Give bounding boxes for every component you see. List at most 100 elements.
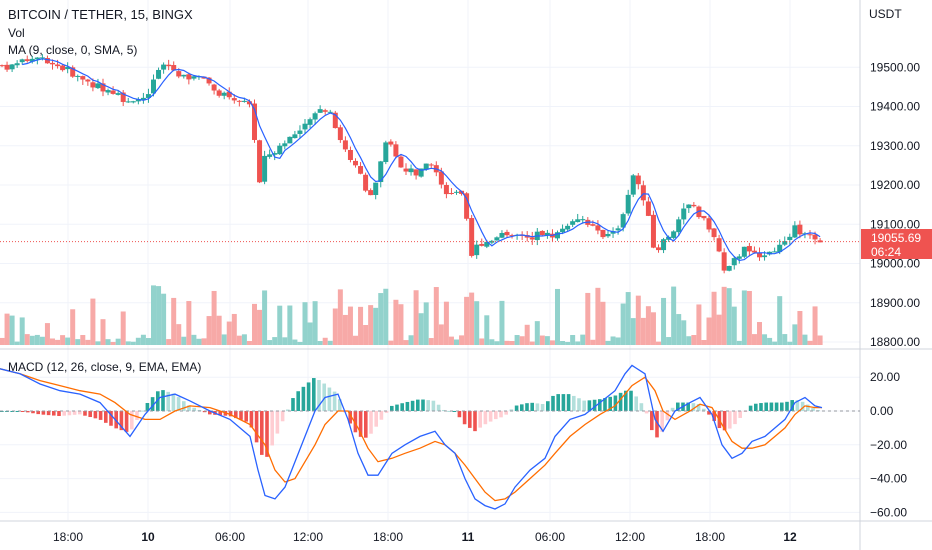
macd-histogram-bar [748,405,753,411]
volume-bar [353,335,358,345]
candle-body [792,225,798,238]
volume-bar [267,340,273,345]
volume-bar [252,303,257,345]
candle-body [70,67,76,77]
macd-histogram-bar [150,397,155,411]
volume-bar [671,286,677,345]
volume-bar [272,337,278,345]
candle-body [236,100,242,102]
candle-body [418,168,424,177]
candle-body [580,219,586,221]
volume-bar [721,286,727,345]
macd-histogram-bar [374,411,378,427]
macd-histogram-bar [384,411,389,413]
candle-body [726,266,732,271]
last-price-value: 19055.69 [871,231,922,245]
volume-bar [585,292,591,345]
macd-histogram-bar [608,396,612,411]
candle-body [620,214,626,228]
candle-body [34,57,40,60]
macd-histogram-bar [447,411,451,412]
macd-histogram-bar [577,398,581,411]
macd-histogram-bar [702,408,706,411]
candle-body [393,144,399,157]
volume-bar [605,340,611,345]
volume-bar [438,324,444,345]
volume-bar [711,291,717,345]
candle-body [161,64,167,70]
volume-bar [484,315,490,345]
macd-histogram-bar [332,391,337,411]
volume-bar [479,338,485,345]
candle-body [661,239,667,251]
candle-body [590,224,596,226]
volume-bar [560,341,566,345]
candle-body [347,149,353,160]
volume-indicator-label[interactable]: Vol [8,26,25,40]
volume-bar [701,340,707,345]
candle-body [428,164,434,166]
price-axis-label: 19500.00 [870,60,920,74]
volume-bar [130,341,136,345]
candle-body [151,79,156,94]
macd-histogram-bar [98,411,103,420]
ma-indicator-label[interactable]: MA (9, close, 0, SMA, 5) [8,43,138,57]
volume-bar [570,335,576,345]
macd-histogram-bar [88,411,92,418]
macd-indicator-label[interactable]: MACD (12, 26, close, 9, EMA, EMA) [8,360,202,374]
macd-histogram-bar [369,411,373,434]
volume-bar [287,305,293,345]
candle-body [378,161,384,183]
volume-bar [549,340,555,345]
macd-histogram-bar [728,411,732,429]
macd-histogram-bar [795,400,800,411]
volume-bar [757,322,762,345]
ma-line [22,58,821,262]
volume-bar [812,306,818,345]
volume-bar [802,334,808,345]
macd-histogram-bar [494,411,498,420]
candle-body [302,123,308,130]
macd-histogram-bar [67,411,72,416]
candle-body [615,228,621,231]
macd-histogram-bar [187,405,191,411]
macd-histogram-bar [72,411,77,415]
candle-body [327,111,333,113]
volume-bar [681,320,687,345]
bar-countdown: 06:24 [871,245,902,259]
candle-body [156,69,162,79]
volume-bar [302,302,308,345]
candle-body [363,174,369,191]
volume-bar [398,304,404,345]
candle-body [44,58,50,64]
macd-histogram-bar [338,399,342,411]
macd-histogram-bar [509,409,514,411]
macd-histogram-bar [161,390,165,411]
volume-bar [676,314,682,345]
candle-body [645,201,651,216]
candle-body [731,258,737,266]
macd-histogram-bar [592,399,597,411]
macd-histogram-bar [806,404,810,411]
volume-bar [534,321,540,345]
candle-body [130,101,136,103]
volume-bar [408,335,414,345]
macd-histogram-bar [634,396,638,411]
macd-histogram-bar [769,402,774,411]
candle-body [499,232,505,238]
candle-body [90,82,96,88]
macd-line [0,364,823,510]
volume-bar [817,335,823,345]
candle-body [509,235,515,237]
volume-bar [337,289,343,345]
macd-histogram-bar [254,411,259,443]
candle-body [176,71,182,77]
candle-body [721,252,727,271]
macd-axis-label: −20.00 [870,438,907,452]
volume-bar [120,311,126,345]
volume-bar [332,308,338,345]
volume-bar [125,341,131,345]
candle-body [443,184,449,195]
volume-bar [105,339,111,345]
